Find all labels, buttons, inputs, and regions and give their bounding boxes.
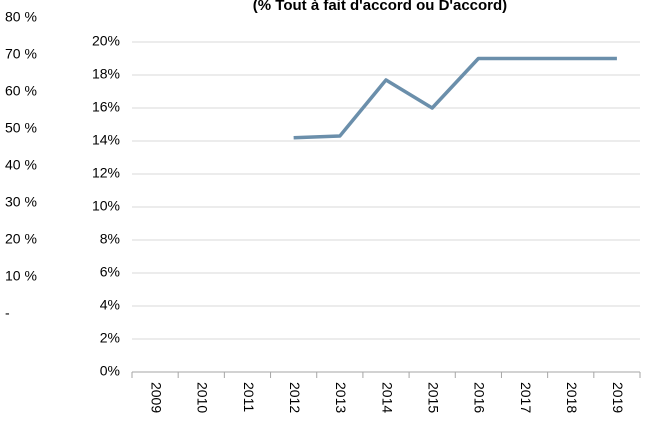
x-tick-label: 2012 <box>287 382 303 413</box>
outer-tick-label: - <box>5 305 10 321</box>
x-tick-label: 2011 <box>241 382 257 412</box>
outer-tick-label: 60 % <box>5 83 37 99</box>
outer-tick-label: 80 % <box>5 9 37 25</box>
outer-tick-label: 50 % <box>5 120 37 136</box>
line <box>293 56 617 140</box>
x-tick-label: 2017 <box>518 382 534 413</box>
x-tick-label: 2018 <box>564 382 580 413</box>
x-tick-label: 2015 <box>425 382 441 413</box>
x-tick-label: 2010 <box>195 382 211 413</box>
y-tick-label: 8% <box>100 231 120 247</box>
y-tick-label: 18% <box>92 66 120 82</box>
x-tick-label: 2009 <box>148 382 164 413</box>
chart-title: (% Tout à fait d'accord ou D'accord) <box>253 0 507 14</box>
outer-tick-label: 10 % <box>5 268 37 284</box>
y-tick-label: 0% <box>100 363 120 379</box>
outer-tick-label: 70 % <box>5 46 37 62</box>
y-tick-label: 10% <box>92 198 120 214</box>
x-tick-label: 2019 <box>610 382 626 413</box>
outer-tick-label: 30 % <box>5 194 37 210</box>
x-tick-label: 2016 <box>472 382 488 413</box>
y-tick-label: 14% <box>92 132 120 148</box>
y-tick-label: 16% <box>92 99 120 115</box>
y-tick-label: 4% <box>100 297 120 313</box>
x-tick-label: 2013 <box>333 382 349 413</box>
y-tick-label: 20% <box>92 33 120 49</box>
outer-tick-label: 40 % <box>5 157 37 173</box>
y-tick-label: 12% <box>92 165 120 181</box>
y-tick-label: 2% <box>100 330 120 346</box>
x-tick-label: 2014 <box>379 382 395 413</box>
outer-tick-label: 20 % <box>5 231 37 247</box>
y-tick-label: 6% <box>100 264 120 280</box>
